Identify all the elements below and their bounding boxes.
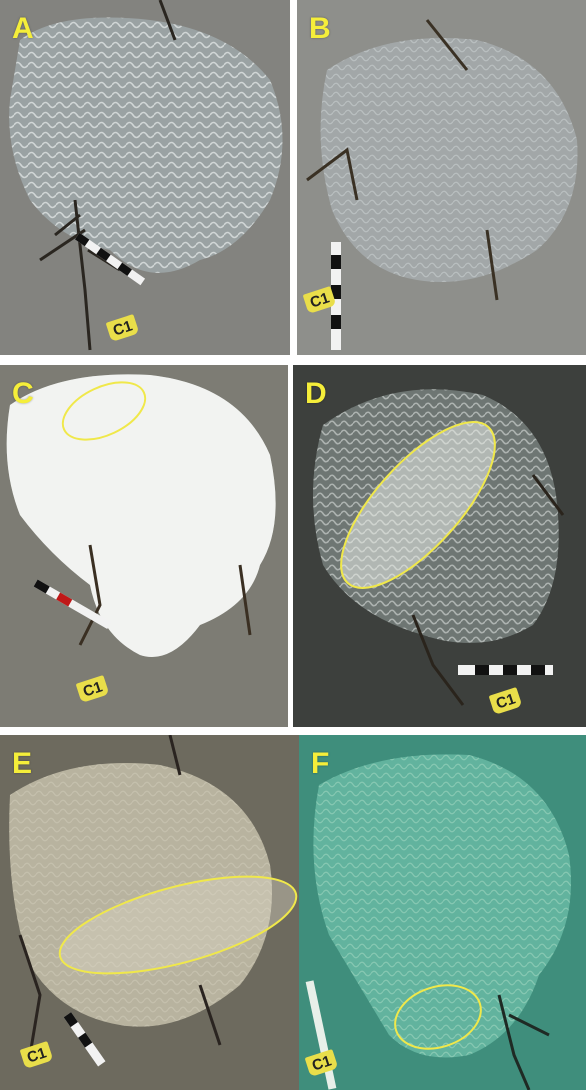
highlight-ellipse xyxy=(394,984,482,1050)
coral-photo-e xyxy=(0,735,299,1090)
photo-panel-a: A C1 xyxy=(0,0,290,355)
coral-photo-b xyxy=(297,0,586,355)
panel-label: D xyxy=(305,377,327,410)
coral-photo-f xyxy=(299,735,586,1090)
photo-panel-b: B C1 xyxy=(297,0,586,355)
coral-photo-a xyxy=(0,0,290,355)
panel-label: B xyxy=(309,12,331,45)
photo-panel-d: D C1 xyxy=(293,365,586,727)
highlight-ellipse xyxy=(340,421,496,589)
panel-label: F xyxy=(311,747,330,780)
panel-label: A xyxy=(12,12,34,45)
photo-panel-e: E C1 xyxy=(0,735,299,1090)
highlight-ellipse xyxy=(61,381,147,441)
coral-photo-c xyxy=(0,365,288,727)
highlight-ellipse xyxy=(58,875,298,975)
photo-panel-c: C C1 xyxy=(0,365,288,727)
panel-label: C xyxy=(12,377,34,410)
photo-panel-f: F C1 xyxy=(299,735,586,1090)
panel-label: E xyxy=(12,747,33,780)
coral-photo-d xyxy=(293,365,586,727)
